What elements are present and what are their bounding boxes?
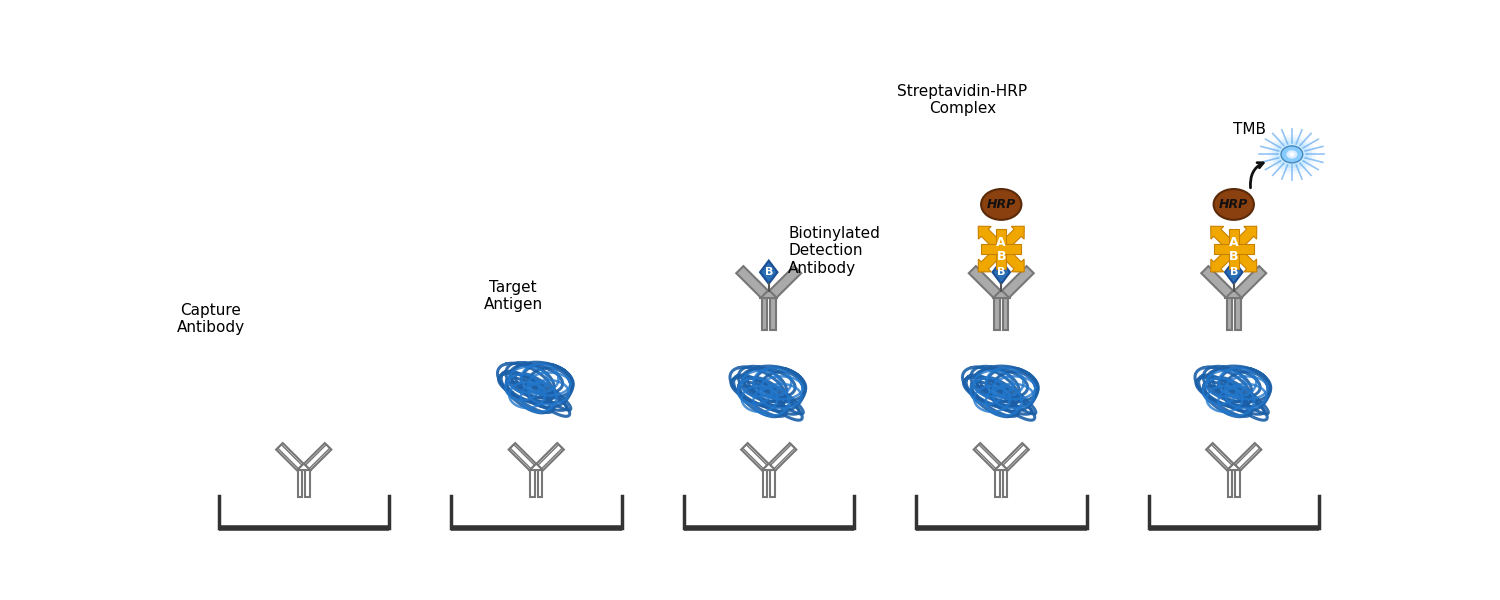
Polygon shape bbox=[276, 443, 303, 470]
Polygon shape bbox=[998, 226, 1024, 253]
Text: Streptavidin-HRP
Complex: Streptavidin-HRP Complex bbox=[897, 83, 1028, 116]
Bar bbox=[993, 290, 1010, 298]
Polygon shape bbox=[978, 245, 1005, 272]
Bar bbox=[1004, 298, 1008, 330]
Ellipse shape bbox=[1281, 146, 1302, 163]
Polygon shape bbox=[537, 443, 564, 470]
Polygon shape bbox=[1230, 226, 1257, 253]
Text: B: B bbox=[998, 267, 1005, 277]
Text: TMB: TMB bbox=[1233, 122, 1266, 137]
Bar bbox=[762, 470, 766, 497]
Bar bbox=[306, 470, 310, 497]
Polygon shape bbox=[1226, 260, 1242, 284]
Bar bbox=[1004, 470, 1008, 497]
Ellipse shape bbox=[981, 189, 1022, 220]
Polygon shape bbox=[770, 266, 801, 298]
Polygon shape bbox=[1206, 443, 1233, 470]
Bar bbox=[981, 244, 1022, 254]
Text: Biotinylated
Detection
Antibody: Biotinylated Detection Antibody bbox=[788, 226, 880, 276]
Text: HRP: HRP bbox=[987, 198, 1016, 211]
Bar bbox=[297, 464, 310, 470]
Bar bbox=[994, 298, 999, 330]
Bar bbox=[1214, 244, 1254, 254]
Polygon shape bbox=[736, 266, 768, 298]
Text: B: B bbox=[996, 250, 1006, 263]
Polygon shape bbox=[509, 443, 536, 470]
Bar bbox=[297, 470, 302, 497]
Ellipse shape bbox=[1272, 137, 1312, 172]
Polygon shape bbox=[1210, 245, 1237, 272]
Bar bbox=[538, 470, 543, 497]
Text: B: B bbox=[765, 267, 772, 277]
Bar bbox=[771, 298, 776, 330]
Bar bbox=[1227, 464, 1240, 470]
Polygon shape bbox=[1002, 443, 1029, 470]
Ellipse shape bbox=[1287, 150, 1298, 158]
Polygon shape bbox=[1230, 245, 1257, 272]
Polygon shape bbox=[1234, 266, 1266, 298]
Ellipse shape bbox=[1214, 189, 1254, 220]
Bar bbox=[530, 470, 534, 497]
Text: Target
Antigen: Target Antigen bbox=[483, 280, 543, 312]
Text: B: B bbox=[1228, 250, 1239, 263]
Bar bbox=[1236, 298, 1240, 330]
Bar bbox=[762, 298, 766, 330]
Bar bbox=[1227, 298, 1232, 330]
Bar bbox=[1228, 229, 1239, 269]
Bar bbox=[994, 464, 1008, 470]
Polygon shape bbox=[974, 443, 1000, 470]
Bar bbox=[760, 290, 777, 298]
Ellipse shape bbox=[1268, 134, 1316, 175]
Polygon shape bbox=[998, 245, 1024, 272]
Ellipse shape bbox=[1290, 152, 1294, 157]
Bar bbox=[996, 229, 1006, 269]
Polygon shape bbox=[1202, 266, 1233, 298]
Text: Capture
Antibody: Capture Antibody bbox=[177, 303, 244, 335]
Polygon shape bbox=[1002, 266, 1034, 298]
Text: A: A bbox=[996, 236, 1006, 250]
Polygon shape bbox=[1210, 226, 1237, 253]
Polygon shape bbox=[741, 443, 768, 470]
Bar bbox=[1226, 290, 1242, 298]
Text: HRP: HRP bbox=[1220, 198, 1248, 211]
Polygon shape bbox=[978, 226, 1005, 253]
Bar bbox=[771, 470, 776, 497]
Polygon shape bbox=[304, 443, 332, 470]
Polygon shape bbox=[993, 260, 1010, 284]
Bar bbox=[530, 464, 543, 470]
Ellipse shape bbox=[1275, 140, 1308, 168]
Text: B: B bbox=[1230, 267, 1238, 277]
Bar bbox=[1236, 470, 1240, 497]
Polygon shape bbox=[770, 443, 796, 470]
Bar bbox=[762, 464, 776, 470]
Polygon shape bbox=[760, 260, 777, 284]
Bar bbox=[994, 470, 999, 497]
Bar bbox=[1227, 470, 1232, 497]
Polygon shape bbox=[1234, 443, 1262, 470]
Text: A: A bbox=[1228, 236, 1239, 250]
Polygon shape bbox=[969, 266, 1000, 298]
